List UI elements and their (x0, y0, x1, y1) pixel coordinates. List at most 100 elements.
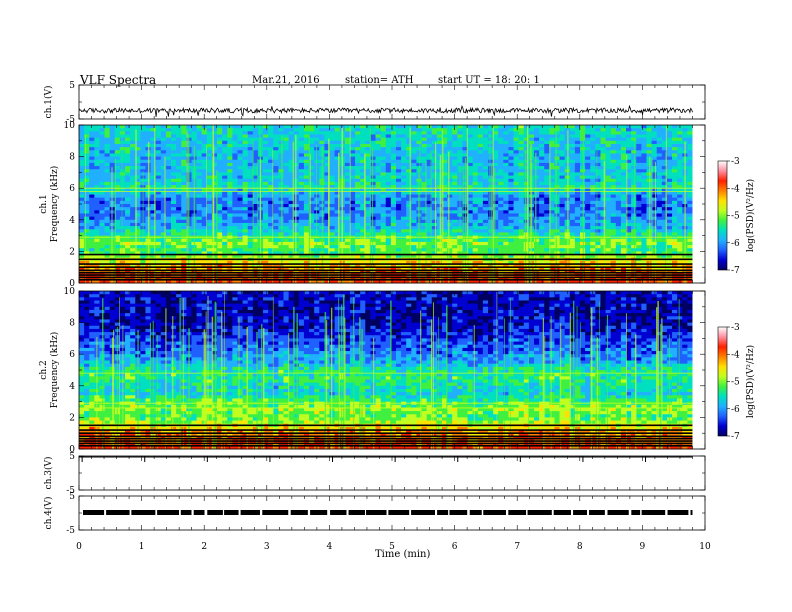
spectrogram-cell (631, 137, 637, 142)
spectrogram-cell (165, 169, 172, 173)
spectrogram-cell (641, 191, 647, 195)
spectrogram-cell (155, 204, 162, 208)
spectrogram-cell (641, 245, 647, 249)
spectrogram-cell (523, 200, 530, 205)
spectrogram-cell (84, 169, 90, 173)
spectrogram-cell (421, 213, 428, 218)
spectrogram-cell (641, 172, 647, 176)
spectrogram-cell (242, 131, 249, 135)
spectrogram-cell (401, 153, 407, 157)
spectrogram-cell (283, 166, 289, 170)
spectrogram-cell (94, 238, 100, 243)
spectrogram-cell (176, 229, 182, 233)
spectrogram-cell (631, 238, 637, 243)
spectrogram-cell (626, 232, 632, 236)
spectrogram-cell (600, 150, 606, 154)
spectrogram-cell (211, 169, 218, 173)
spectrogram-cell (498, 134, 504, 139)
spectrogram-cell (467, 191, 474, 195)
spectrogram-cell (380, 175, 387, 180)
spectrogram-cell (513, 156, 520, 161)
spectrogram-cell (503, 169, 509, 173)
spectrogram-cell (493, 226, 499, 230)
spectrogram-cell (135, 219, 141, 224)
spectrogram-cell (472, 147, 479, 151)
spectrogram-cell (493, 169, 499, 173)
spectrogram-cell (319, 128, 325, 132)
spectrogram-cell (130, 128, 136, 132)
spectrogram-cell (431, 207, 438, 211)
spectrogram-cell (534, 229, 540, 233)
spectrogram-cell (329, 178, 336, 183)
spectrogram-cell (441, 204, 448, 208)
spectrogram-cell (370, 185, 376, 189)
spectrogram-cell (636, 162, 642, 167)
spectrogram-cell (482, 200, 489, 205)
spectrogram-cell (416, 207, 422, 211)
spectrogram-cell (651, 197, 658, 202)
spectrogram-cell (355, 166, 361, 170)
spectrogram-cell (585, 153, 591, 157)
spectrogram-cell (559, 245, 566, 249)
spectrogram-cell (99, 210, 105, 214)
spectrogram-cell (610, 222, 617, 227)
spectrogram-cell (549, 131, 555, 135)
spectrogram-cell (666, 162, 673, 167)
spectrogram-cell (263, 219, 269, 224)
spectrogram-cell (309, 207, 315, 211)
spectrogram-cell (477, 226, 484, 230)
spectrogram-cell (355, 248, 361, 252)
spectrogram-cell (513, 238, 520, 243)
spectrogram-cell (631, 169, 637, 173)
spectrogram-cell (365, 229, 371, 233)
spectrogram-cell (114, 210, 121, 214)
spectrogram-cell (89, 251, 95, 255)
spectrogram-cell (487, 210, 494, 214)
spectrogram-cell (104, 181, 111, 186)
spectrogram-cell (523, 216, 530, 221)
spectrogram-cell (135, 178, 141, 183)
spectrogram-cell (631, 156, 637, 161)
spectrogram-cell (641, 156, 647, 161)
spectrogram-cell (452, 131, 458, 135)
spectrogram-cell (360, 226, 366, 230)
spectrogram-cell (201, 204, 208, 208)
spectrogram-cell (651, 169, 658, 173)
spectrogram-cell (401, 232, 407, 236)
spectrogram-cell (298, 245, 305, 249)
spectrogram-cell (487, 128, 494, 132)
spectrogram-cell (467, 204, 474, 208)
spectrogram-cell (206, 210, 213, 214)
spectrogram-cell (605, 241, 612, 246)
spectrogram-cell (549, 188, 555, 192)
spectrogram-cell (544, 194, 550, 199)
spectrogram-cell (544, 232, 550, 236)
spectrogram-cell (385, 194, 392, 199)
spectrogram-cell (99, 147, 105, 151)
spectrogram-cell (370, 226, 376, 230)
spectrogram-cell (452, 222, 458, 227)
spectrogram-cell (436, 147, 443, 151)
spectrogram-cell (518, 200, 525, 205)
spectrogram-cell (672, 222, 678, 227)
spectrogram-cell (303, 191, 310, 195)
spectrogram-cell (135, 134, 141, 139)
spectrogram-cell (303, 159, 310, 164)
spectrogram-cell (395, 229, 402, 233)
spectrogram-cell (349, 156, 356, 161)
spectrogram-cell (554, 207, 560, 211)
spectrogram-cell (344, 140, 351, 145)
spectrogram-cell (360, 222, 366, 227)
spectrogram-cell (370, 150, 376, 154)
spectrogram-cell (303, 131, 310, 135)
spectrogram-cell (390, 200, 397, 205)
spectrogram-cell (309, 188, 315, 192)
spectrogram-cell (334, 172, 341, 176)
spectrogram-cell (165, 216, 172, 221)
spectrogram-cell (666, 185, 673, 189)
spectrogram-cell (687, 194, 693, 199)
spectrogram-cell (288, 245, 295, 249)
spectrogram-cell (303, 125, 310, 129)
spectrogram-cell (355, 134, 361, 139)
spectrogram-cell (595, 185, 601, 189)
